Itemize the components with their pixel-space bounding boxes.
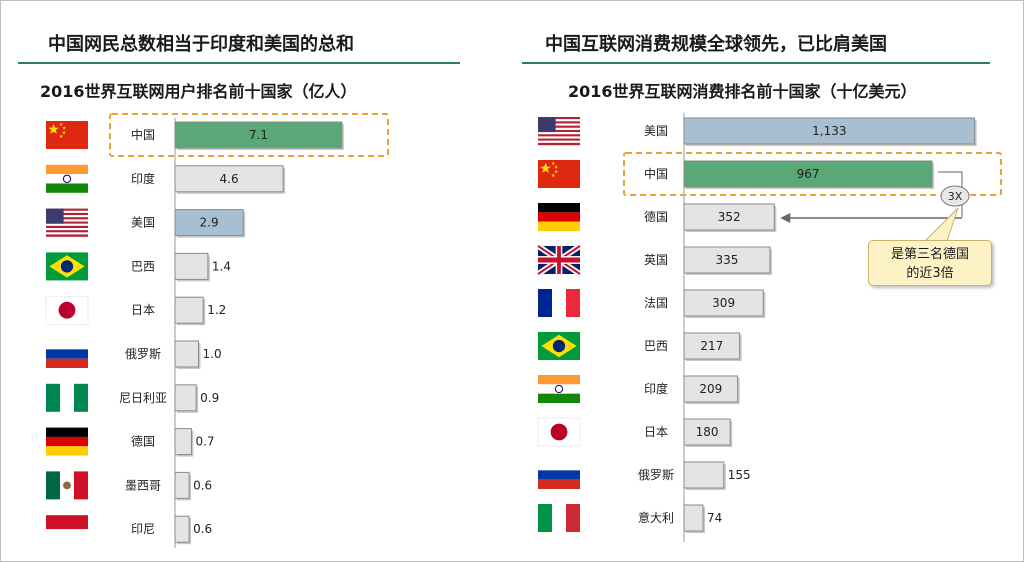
- spending-bar: [683, 203, 775, 231]
- users-value-label: 1.0: [203, 347, 222, 361]
- left-divider: [18, 62, 460, 64]
- users-bar: [174, 209, 244, 237]
- spending-category-label: 美国: [644, 124, 668, 138]
- spending-category-label: 中国: [644, 166, 668, 181]
- spending-category-label: 印度: [644, 381, 668, 396]
- flag-ru-icon: [538, 461, 580, 489]
- spending-bar: [683, 332, 741, 360]
- flag-cn-icon: [538, 160, 580, 188]
- spending-value-label: 967: [797, 167, 820, 181]
- ratio-badge-label: 3X: [948, 190, 963, 203]
- flag-de-icon: [46, 427, 88, 456]
- callout-line-2: 的近3倍: [906, 266, 954, 281]
- flag-id-icon: [46, 515, 88, 544]
- users-bar: [174, 296, 204, 324]
- users-bar: [174, 471, 190, 499]
- flag-us-icon: [538, 117, 580, 146]
- right-chart-title: 2016世界互联网消费排名前十国家（十亿美元）: [568, 82, 917, 101]
- spending-value-label: 155: [728, 468, 751, 482]
- users-value-label: 0.7: [195, 435, 214, 449]
- users-value-label: 1.4: [212, 259, 231, 273]
- spending-category-label: 英国: [644, 253, 668, 267]
- users-value-label: 1.2: [207, 303, 226, 317]
- spending-value-label: 352: [718, 210, 741, 224]
- flag-in-icon: [538, 375, 580, 403]
- users-bar: [174, 121, 343, 149]
- spending-bar: [683, 160, 933, 188]
- spending-category-label: 日本: [644, 425, 668, 439]
- ratio-badge: [940, 185, 970, 207]
- spending-category-label: 俄罗斯: [638, 468, 674, 482]
- spending-category-label: 巴西: [644, 339, 668, 353]
- spending-value-label: 180: [696, 425, 719, 439]
- users-bar: [174, 340, 199, 368]
- users-category-label: 日本: [131, 303, 155, 317]
- right-panel-title: 中国互联网消费规模全球领先，已比肩美国: [545, 34, 887, 55]
- users-value-label: 4.6: [220, 172, 239, 186]
- spending-bar: [683, 289, 764, 317]
- flag-jp-icon: [45, 295, 89, 325]
- users-value-label: 0.6: [193, 522, 212, 536]
- flag-br-icon: [46, 252, 88, 281]
- users-category-label: 俄罗斯: [125, 347, 161, 361]
- users-bar: [174, 428, 192, 456]
- callout-pointer: [923, 207, 959, 242]
- flag-us-icon: [46, 208, 88, 237]
- users-category-label: 巴西: [131, 259, 155, 273]
- flag-de-icon: [538, 203, 580, 231]
- flag-in-icon: [46, 164, 88, 193]
- flag-it-icon: [538, 504, 580, 532]
- spending-bar: [683, 246, 771, 274]
- users-category-label: 德国: [131, 434, 155, 449]
- spending-category-label: 德国: [644, 209, 668, 224]
- spending-bar: [683, 504, 704, 532]
- users-value-label: 0.9: [200, 391, 219, 405]
- users-bar: [174, 515, 190, 543]
- flag-br-icon: [538, 332, 580, 360]
- users-bar: [174, 165, 284, 193]
- users-category-label: 印度: [131, 171, 155, 186]
- users-value-label: 0.6: [193, 478, 212, 492]
- users-category-label: 墨西哥: [125, 478, 161, 492]
- callout-line-1: 是第三名德国: [890, 247, 969, 262]
- spending-category-label: 意大利: [638, 510, 674, 525]
- left-panel-title: 中国网民总数相当于印度和美国的总和: [48, 34, 354, 55]
- flag-gb-icon: [536, 243, 582, 277]
- flag-jp-icon: [537, 417, 581, 447]
- spending-value-label: 1,133: [812, 124, 846, 138]
- flag-ng-icon: [46, 383, 88, 412]
- users-value-label: 2.9: [200, 216, 219, 230]
- spending-value-label: 309: [712, 296, 735, 310]
- spending-value-label: 209: [699, 382, 722, 396]
- left-chart-title: 2016世界互联网用户排名前十国家（亿人）: [40, 82, 357, 101]
- users-category-label: 中国: [131, 127, 155, 142]
- spending-bar: [683, 461, 725, 489]
- users-bar: [174, 384, 197, 412]
- spending-highlight-box: [623, 152, 1002, 196]
- spending-bar: [683, 117, 976, 145]
- spending-bar: [683, 375, 739, 403]
- flag-fr-icon: [538, 289, 580, 317]
- flag-ru-icon: [46, 340, 88, 368]
- users-highlight-box: [109, 113, 389, 157]
- spending-value-label: 74: [707, 511, 722, 525]
- spending-value-label: 217: [700, 339, 723, 353]
- users-bar: [174, 252, 209, 280]
- flag-mx-icon: [46, 471, 88, 500]
- flag-cn-icon: [46, 121, 88, 149]
- right-divider: [522, 62, 990, 64]
- spending-category-label: 法国: [644, 296, 668, 310]
- users-value-label: 7.1: [249, 128, 268, 142]
- users-category-label: 印尼: [131, 522, 155, 536]
- spending-bar: [683, 418, 731, 446]
- callout-box: 是第三名德国 的近3倍: [868, 240, 992, 286]
- users-category-label: 尼日利亚: [119, 391, 167, 405]
- ratio-arrow-head: [780, 213, 791, 223]
- users-category-label: 美国: [131, 216, 155, 230]
- spending-value-label: 335: [716, 253, 739, 267]
